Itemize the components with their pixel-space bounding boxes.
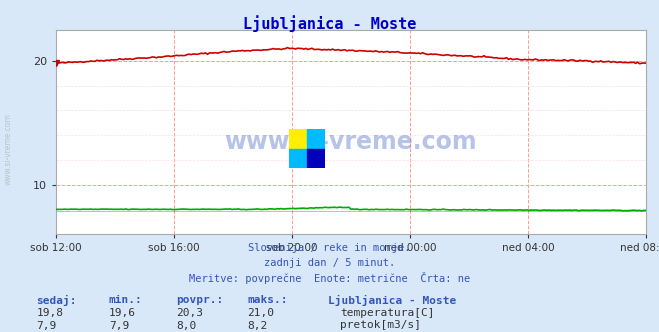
Text: pretok[m3/s]: pretok[m3/s] [340, 320, 421, 330]
Text: www.si-vreme.com: www.si-vreme.com [3, 114, 13, 185]
Text: min.:: min.: [109, 295, 142, 305]
Text: 19,6: 19,6 [109, 308, 136, 318]
Text: zadnji dan / 5 minut.: zadnji dan / 5 minut. [264, 258, 395, 268]
Text: Slovenija / reke in morje.: Slovenija / reke in morje. [248, 243, 411, 253]
Text: 8,2: 8,2 [247, 321, 268, 331]
Text: Meritve: povprečne  Enote: metrične  Črta: ne: Meritve: povprečne Enote: metrične Črta:… [189, 272, 470, 284]
Text: povpr.:: povpr.: [177, 295, 224, 305]
Text: Ljubljanica - Moste: Ljubljanica - Moste [328, 295, 457, 306]
Text: 8,0: 8,0 [177, 321, 197, 331]
Bar [289, 148, 307, 168]
Bar [307, 129, 325, 148]
Text: 7,9: 7,9 [36, 321, 57, 331]
Bar [307, 148, 325, 168]
Text: 7,9: 7,9 [109, 321, 129, 331]
Text: 21,0: 21,0 [247, 308, 274, 318]
Text: maks.:: maks.: [247, 295, 287, 305]
Text: temperatura[C]: temperatura[C] [340, 308, 434, 318]
Bar [289, 129, 307, 148]
Text: Ljubljanica - Moste: Ljubljanica - Moste [243, 15, 416, 32]
Text: www.si-vreme.com: www.si-vreme.com [225, 130, 477, 154]
Text: 20,3: 20,3 [177, 308, 204, 318]
Text: 19,8: 19,8 [36, 308, 63, 318]
Text: sedaj:: sedaj: [36, 295, 76, 306]
